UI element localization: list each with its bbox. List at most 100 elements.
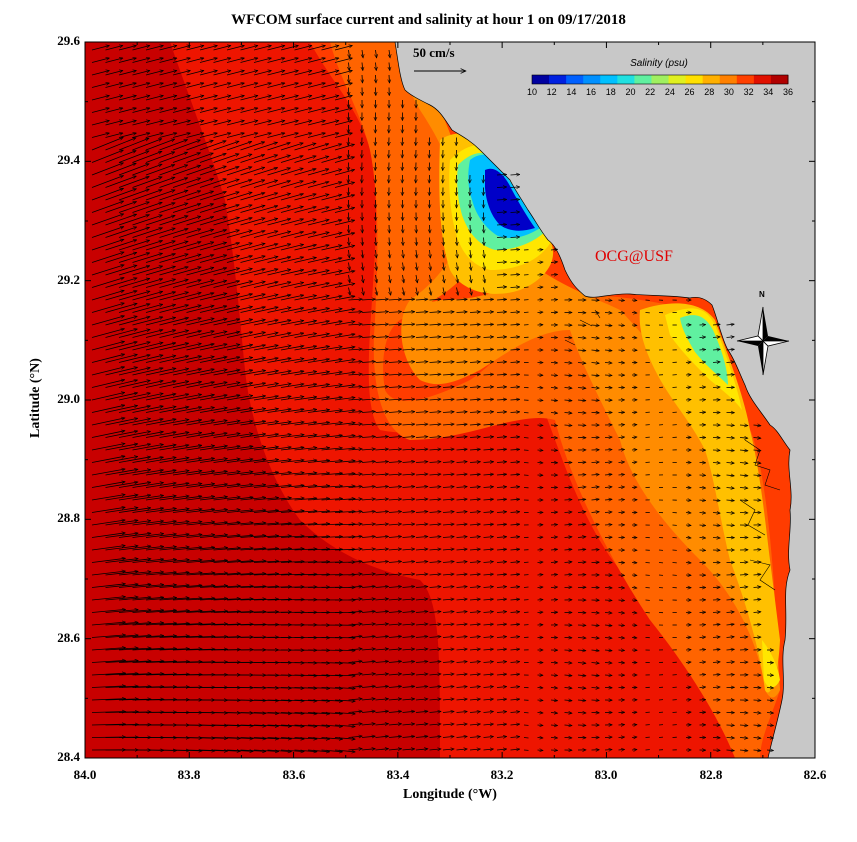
current-vector [132, 108, 150, 113]
current-vector [294, 83, 312, 88]
current-vector [159, 178, 188, 188]
current-vector [375, 299, 389, 300]
current-vector [334, 157, 355, 163]
current-vector [362, 49, 363, 58]
current-vector [253, 180, 278, 188]
current-vector [699, 687, 706, 688]
current-vector [415, 312, 428, 313]
current-vector [145, 139, 175, 151]
current-vector [280, 308, 304, 313]
current-vector [388, 324, 402, 325]
current-vector [496, 224, 507, 225]
current-vector [510, 262, 520, 263]
current-vector [91, 163, 123, 176]
current-vector [631, 737, 637, 738]
current-vector [429, 312, 442, 313]
current-vector [375, 324, 389, 325]
current-vector [186, 204, 214, 213]
current-vector [618, 325, 625, 326]
current-vector [321, 71, 339, 76]
current-vector [349, 274, 350, 283]
current-vector [226, 154, 252, 163]
current-vector [349, 74, 350, 83]
x-tick-label: 83.6 [282, 767, 306, 782]
current-vector [267, 257, 291, 263]
current-vector [362, 62, 363, 71]
current-vector [537, 738, 544, 739]
current-vector [105, 189, 137, 201]
current-vector [118, 151, 149, 163]
current-vector [537, 300, 544, 301]
current-vector [361, 299, 375, 300]
current-vector [591, 550, 600, 551]
current-vector [348, 299, 363, 300]
current-vector [321, 157, 342, 163]
current-vector [564, 650, 573, 651]
current-vector [699, 538, 706, 539]
colorbar-swatch [549, 75, 567, 84]
current-vector [334, 322, 355, 326]
current-vector [213, 141, 240, 151]
current-vector [186, 58, 204, 63]
current-vector [591, 613, 600, 614]
current-vector [591, 325, 600, 326]
current-vector [307, 258, 329, 263]
current-vector [577, 713, 586, 714]
current-vector [280, 206, 303, 213]
current-vector [253, 307, 278, 313]
current-vector [537, 550, 544, 551]
current-vector [442, 324, 454, 325]
current-vector [685, 525, 691, 526]
current-vector [159, 121, 177, 126]
current-vector [389, 49, 390, 58]
current-vector [186, 166, 214, 176]
current-vector [321, 321, 343, 326]
current-vector [132, 304, 163, 313]
current-vector [443, 287, 445, 296]
current-vector [240, 307, 266, 313]
current-vector [321, 133, 339, 138]
current-vector [132, 46, 150, 51]
current-vector [685, 513, 691, 514]
current-vector [280, 168, 303, 176]
current-vector [403, 237, 404, 246]
current-vector [213, 294, 240, 301]
current-vector [240, 71, 258, 76]
current-vector [118, 58, 136, 63]
current-vector [307, 58, 325, 63]
current-vector [403, 249, 404, 258]
current-vector [91, 58, 109, 63]
current-vector [91, 137, 123, 151]
current-vector [280, 143, 303, 151]
current-vector [604, 450, 612, 451]
current-vector [307, 144, 329, 151]
current-vector [91, 239, 124, 251]
salinity-band-30 [395, 42, 780, 698]
current-vector [132, 228, 163, 238]
current-vector [334, 220, 355, 226]
current-vector [267, 71, 285, 76]
current-vector [429, 299, 442, 300]
current-vector [240, 193, 265, 201]
current-vector [618, 500, 625, 501]
current-vector [294, 270, 317, 276]
current-vector [240, 142, 265, 151]
current-vector [685, 675, 691, 676]
colorbar-swatch [702, 75, 721, 84]
current-vector [226, 243, 252, 251]
current-vector [199, 58, 217, 63]
current-vector [280, 71, 298, 76]
current-vector [456, 324, 468, 325]
current-vector [186, 217, 214, 226]
current-vector [132, 121, 150, 126]
current-vector [361, 312, 375, 313]
current-vector [321, 182, 342, 188]
current-vector [685, 700, 691, 701]
current-vector [349, 262, 350, 271]
current-vector [172, 280, 201, 288]
current-vector [172, 254, 201, 263]
current-vector [199, 217, 227, 226]
current-vector [91, 316, 124, 326]
current-vector [307, 283, 329, 288]
current-vector [415, 299, 428, 300]
